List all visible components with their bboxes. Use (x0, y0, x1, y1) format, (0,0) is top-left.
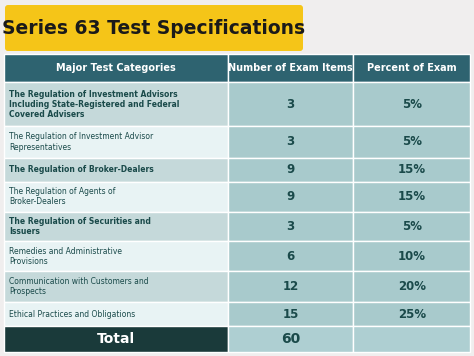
Bar (228, 82, 354, 126)
Text: 9: 9 (286, 163, 295, 176)
Bar (228, 211, 354, 241)
Bar (4, 126, 228, 158)
Bar (4, 54, 228, 82)
Text: 5%: 5% (402, 220, 422, 233)
Bar (354, 82, 470, 126)
Text: 3: 3 (286, 98, 295, 111)
Bar (4, 211, 228, 241)
Bar (354, 302, 470, 326)
Bar (228, 271, 354, 302)
Text: Remedies and Administrative
Provisions: Remedies and Administrative Provisions (9, 247, 122, 266)
Bar (228, 241, 354, 271)
Bar (228, 158, 354, 182)
Bar (4, 326, 228, 352)
Bar (228, 302, 354, 326)
Text: 15: 15 (283, 308, 299, 321)
FancyBboxPatch shape (5, 5, 303, 51)
Bar (228, 182, 354, 211)
Text: Percent of Exam: Percent of Exam (367, 63, 456, 73)
Text: The Regulation of Investment Advisor
Representatives: The Regulation of Investment Advisor Rep… (9, 132, 153, 152)
Bar (4, 302, 228, 326)
Text: 25%: 25% (398, 308, 426, 321)
Text: Series 63 Test Specifications: Series 63 Test Specifications (2, 19, 306, 37)
Text: 3: 3 (286, 220, 295, 233)
Text: 15%: 15% (398, 190, 426, 203)
Bar (354, 54, 470, 82)
Bar (354, 158, 470, 182)
Text: 12: 12 (283, 280, 299, 293)
Bar (4, 182, 228, 211)
Text: The Regulation of Broker-Dealers: The Regulation of Broker-Dealers (9, 165, 154, 174)
Text: Number of Exam Items: Number of Exam Items (228, 63, 353, 73)
Text: 20%: 20% (398, 280, 426, 293)
Text: Major Test Categories: Major Test Categories (56, 63, 176, 73)
Text: The Regulation of Investment Advisors
Including State-Registered and Federal
Cov: The Regulation of Investment Advisors In… (9, 90, 179, 119)
Text: Ethical Practices and Obligations: Ethical Practices and Obligations (9, 310, 135, 319)
Bar (354, 211, 470, 241)
Bar (354, 241, 470, 271)
Bar (4, 241, 228, 271)
Text: 5%: 5% (402, 98, 422, 111)
Bar (354, 182, 470, 211)
Text: 15%: 15% (398, 163, 426, 176)
Bar (228, 126, 354, 158)
Bar (354, 326, 470, 352)
Bar (4, 82, 228, 126)
Text: 6: 6 (286, 250, 295, 263)
Text: The Regulation of Agents of
Broker-Dealers: The Regulation of Agents of Broker-Deale… (9, 187, 115, 206)
Text: 5%: 5% (402, 136, 422, 148)
Text: 60: 60 (281, 332, 300, 346)
Bar (4, 271, 228, 302)
Bar (228, 54, 354, 82)
Bar (4, 158, 228, 182)
Text: 9: 9 (286, 190, 295, 203)
Bar (228, 326, 354, 352)
Bar (354, 126, 470, 158)
Text: 3: 3 (286, 136, 295, 148)
Text: Communication with Customers and
Prospects: Communication with Customers and Prospec… (9, 277, 149, 296)
Text: The Regulation of Securities and
Issuers: The Regulation of Securities and Issuers (9, 217, 151, 236)
Text: Total: Total (97, 332, 135, 346)
Text: 10%: 10% (398, 250, 426, 263)
Bar (354, 271, 470, 302)
